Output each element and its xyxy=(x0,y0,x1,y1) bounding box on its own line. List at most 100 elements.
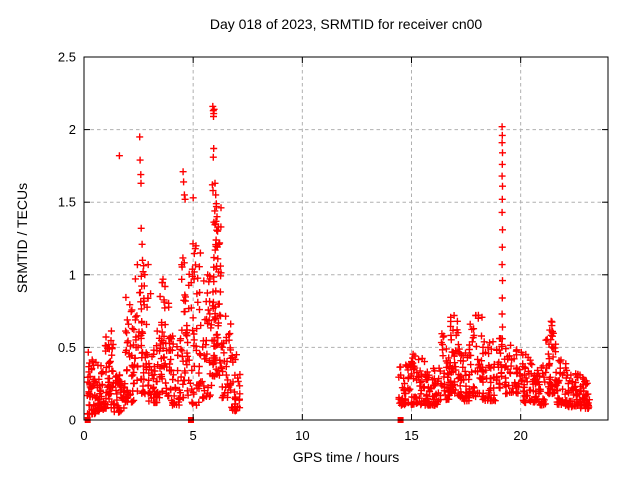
data-point xyxy=(498,294,506,302)
data-point xyxy=(582,377,590,385)
data-point xyxy=(452,386,459,394)
data-point xyxy=(549,353,557,361)
data-point xyxy=(229,406,237,414)
data-point xyxy=(406,385,414,393)
data-point xyxy=(128,372,136,380)
data-point xyxy=(436,367,444,375)
data-point xyxy=(534,378,542,386)
data-point xyxy=(169,340,177,348)
data-point xyxy=(226,330,234,338)
data-point xyxy=(214,227,222,235)
data-point xyxy=(498,172,506,180)
data-point xyxy=(447,379,455,387)
data-point xyxy=(180,296,188,304)
data-point xyxy=(169,401,176,409)
data-point xyxy=(189,388,197,396)
data-point xyxy=(498,261,506,269)
data-point xyxy=(459,363,467,371)
data-point xyxy=(472,312,480,319)
data-point xyxy=(139,382,147,390)
data-point xyxy=(192,342,200,350)
data-point xyxy=(189,194,197,202)
data-point xyxy=(180,191,188,199)
data-point xyxy=(209,187,217,195)
data-point xyxy=(138,318,146,325)
data-point xyxy=(133,261,141,269)
data-point xyxy=(123,367,131,375)
data-point xyxy=(483,375,491,382)
data-point xyxy=(447,368,455,376)
data-point xyxy=(143,350,151,358)
data-point xyxy=(188,385,196,393)
data-point xyxy=(454,329,462,337)
data-point xyxy=(126,342,134,350)
data-point xyxy=(163,363,171,371)
data-point xyxy=(173,343,181,351)
data-point xyxy=(220,349,228,357)
data-point xyxy=(543,364,551,372)
data-point xyxy=(544,350,552,358)
x-axis-label: GPS time / hours xyxy=(292,449,400,465)
data-point xyxy=(513,370,521,378)
data-point xyxy=(447,331,455,339)
data-point xyxy=(522,350,530,358)
data-point xyxy=(153,378,161,386)
data-point xyxy=(470,387,478,395)
data-point xyxy=(408,370,416,378)
data-point xyxy=(132,336,140,344)
data-point xyxy=(195,263,203,271)
data-point xyxy=(160,296,168,304)
data-point xyxy=(565,387,572,394)
data-point xyxy=(105,395,113,403)
data-point xyxy=(158,337,165,345)
data-point xyxy=(133,312,141,320)
data-point xyxy=(409,362,417,370)
y-tick-label: 0.5 xyxy=(58,340,76,355)
data-point xyxy=(506,368,514,376)
data-point xyxy=(551,344,559,352)
data-point xyxy=(211,310,219,318)
data-point xyxy=(180,178,188,186)
data-point xyxy=(211,207,219,215)
data-point xyxy=(187,279,195,287)
data-point xyxy=(466,320,474,328)
data-point xyxy=(179,254,187,262)
data-point xyxy=(108,351,116,359)
data-point xyxy=(436,396,444,404)
data-point xyxy=(456,391,464,399)
data-point xyxy=(513,351,520,359)
y-tick-label: 0 xyxy=(69,413,76,428)
data-point xyxy=(85,379,93,387)
data-point xyxy=(102,347,110,355)
data-point xyxy=(528,361,536,369)
data-point xyxy=(206,393,213,400)
data-point xyxy=(440,373,448,381)
data-point xyxy=(205,317,213,325)
data-point xyxy=(126,391,134,399)
data-point xyxy=(160,332,168,340)
data-point xyxy=(160,354,168,362)
data-point xyxy=(410,400,418,408)
data-point xyxy=(208,381,215,389)
data-point xyxy=(426,401,434,409)
data-point xyxy=(474,368,482,376)
data-point xyxy=(196,289,204,296)
data-point xyxy=(107,327,115,335)
data-point xyxy=(190,268,198,276)
data-point xyxy=(468,368,476,376)
data-point xyxy=(520,397,528,405)
data-point xyxy=(178,261,186,269)
data-point xyxy=(542,368,550,376)
data-point xyxy=(498,208,506,216)
data-point xyxy=(174,367,182,375)
data-point xyxy=(466,341,473,349)
data-point xyxy=(478,313,486,321)
data-point xyxy=(105,374,113,382)
data-point xyxy=(498,372,505,380)
data-point xyxy=(512,382,520,390)
data-point xyxy=(128,325,136,333)
data-point xyxy=(130,396,138,404)
data-point xyxy=(194,298,202,306)
data-point xyxy=(513,389,520,397)
